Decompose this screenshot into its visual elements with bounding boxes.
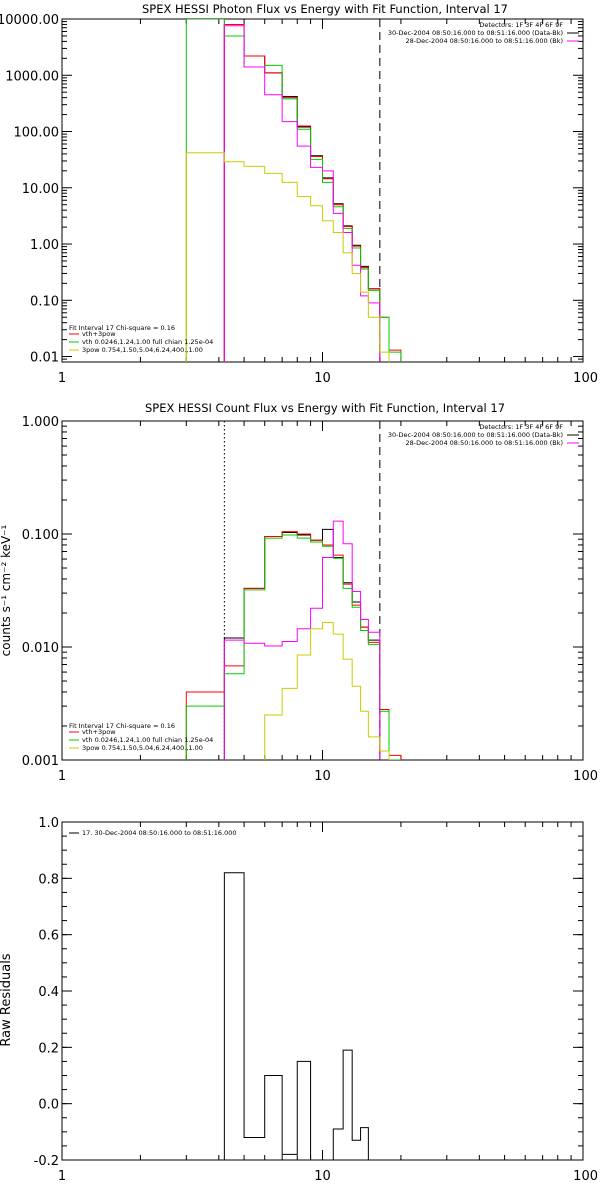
residuals-y-axis-label: Raw Residuals: [0, 953, 14, 1046]
residuals-y-tick-label: 0.2: [38, 1041, 59, 1056]
photon-y-tick-label: 10.00: [22, 182, 59, 197]
count-legend-header: Fit Interval 17 Chi-square = 0.16: [69, 722, 175, 730]
count-legend-label: vth 0.0246,1.24,1.00 full chian 1.25e-04: [82, 736, 213, 744]
count-y-tick-label: 0.100: [22, 528, 59, 543]
count-series-3-line: [223, 520, 381, 760]
count-legend-label: 3pow 0.754,1.50,5.04,6.24,400.,1.00: [82, 744, 203, 752]
count-y-axis-label: counts s⁻¹ cm⁻² keV⁻¹: [0, 524, 13, 656]
count-x-tick-label: 10: [314, 769, 331, 784]
residuals-series-0-line: [223, 872, 380, 1160]
count-y-tick-label: 0.001: [22, 754, 59, 769]
photon-info-line: 28-Dec-2004 08:50:16.000 to 08:51:16.000…: [406, 37, 564, 45]
photon-legend-label: vth+3pow: [82, 330, 116, 338]
residuals-x-tick-label: 1: [58, 1169, 66, 1184]
panel-count-flux: SPEX HESSI Count Flux vs Energy with Fit…: [0, 401, 598, 784]
count-y-tick-label: 1.000: [22, 415, 59, 430]
photon-series-0-line: [223, 23, 381, 362]
photon-chart-title: SPEX HESSI Photon Flux vs Energy with Fi…: [142, 2, 508, 16]
count-series-2-line: [185, 534, 401, 760]
photon-series-1-line: [223, 23, 402, 362]
photon-series-4-line: [185, 152, 390, 362]
photon-x-tick-label: 10: [314, 371, 331, 386]
photon-y-tick-label: 0.10: [30, 294, 59, 309]
count-series-group: [185, 520, 402, 760]
count-legend-label: vth+3pow: [82, 728, 116, 736]
count-y-tick-label: 0.010: [22, 641, 59, 656]
count-chart-title: SPEX HESSI Count Flux vs Energy with Fit…: [145, 401, 505, 415]
residuals-y-tick-label: 0.8: [38, 872, 59, 887]
photon-series-group: [185, 19, 402, 362]
photon-x-tick-label: 1: [58, 371, 66, 386]
photon-x-tick-label: 100: [573, 371, 598, 386]
residuals-legend-label: 17. 30-Dec-2004 08:50:16.000 to 08:51:16…: [82, 829, 237, 837]
photon-y-tick-label: 0.01: [30, 351, 59, 366]
photon-y-tick-label: 10000.00: [0, 13, 59, 28]
photon-plot-frame: [61, 18, 584, 363]
residuals-x-tick-label: 10: [314, 1169, 331, 1184]
residuals-y-tick-label: 1.0: [38, 816, 59, 831]
residuals-y-tick-label: 0.4: [38, 985, 59, 1000]
photon-y-tick-label: 100.00: [14, 126, 60, 141]
count-x-tick-label: 100: [573, 769, 598, 784]
residuals-y-tick-label: 0.0: [38, 1098, 59, 1113]
photon-series-3-line: [223, 25, 381, 362]
count-series-4-line: [264, 621, 390, 760]
residuals-y-tick-label: -0.2: [34, 1154, 59, 1169]
count-info-line: 28-Dec-2004 08:50:16.000 to 08:51:16.000…: [406, 439, 564, 447]
panel-photon-flux: SPEX HESSI Photon Flux vs Energy with Fi…: [0, 2, 598, 386]
count-info-line: 30-Dec-2004 08:50:16.000 to 08:51:16.000…: [388, 431, 563, 439]
residuals-plot-frame: [61, 821, 584, 1161]
photon-legend-label: vth 0.0246,1.24,1.00 full chian 1.25e-04: [82, 338, 213, 346]
count-info-line: Detectors: 1F 3F 4F 6F 9F: [479, 423, 563, 431]
panel-raw-residuals: Raw Residuals 1 10 100 -0.2 0.0 0.2 0.4 0.6 0.8 1…: [0, 816, 598, 1184]
photon-info-line: Detectors: 1F 3F 4F 6F 9F: [479, 21, 563, 29]
photon-legend-header: Fit Interval 17 Chi-square = 0.16: [69, 324, 175, 332]
residuals-x-tick-label: 100: [573, 1169, 598, 1184]
residuals-series-group: [223, 872, 380, 1160]
residuals-y-tick-label: 0.6: [38, 929, 59, 944]
photon-info-line: 30-Dec-2004 08:50:16.000 to 08:51:16.000…: [388, 29, 563, 37]
count-x-tick-label: 1: [58, 769, 66, 784]
count-series-1-line: [185, 531, 402, 760]
photon-legend-label: 3pow 0.754,1.50,5.04,6.24,400.,1.00: [82, 346, 203, 354]
photon-y-tick-label: 1.00: [30, 238, 59, 253]
photon-y-tick-label: 1000.00: [5, 69, 59, 84]
count-series-0-line: [223, 528, 381, 760]
